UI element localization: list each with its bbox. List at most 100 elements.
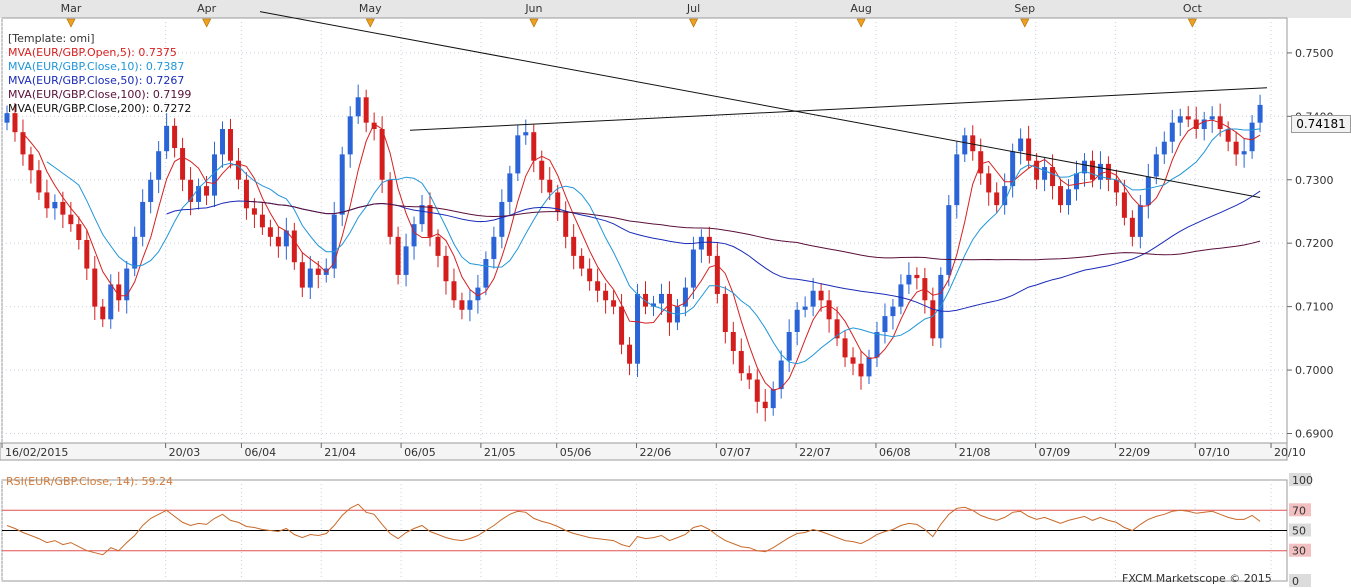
candle-body <box>595 281 601 291</box>
legend-mva100: MVA(EUR/GBP.Close,100): 0.7199 <box>8 88 192 101</box>
candle-body <box>1169 122 1175 142</box>
candle-body <box>1002 186 1008 206</box>
date-label-10: 06/08 <box>879 446 911 459</box>
rsi-level-label-3: 30 <box>1292 545 1306 558</box>
candle-body <box>124 268 130 301</box>
candle-body <box>499 201 505 237</box>
date-label-15: 20/10 <box>1274 446 1306 459</box>
y-label-2: 0.7100 <box>1295 301 1334 314</box>
candle-body <box>307 268 313 288</box>
candle-body <box>459 300 465 310</box>
candle-body <box>698 236 704 250</box>
candle-body <box>1113 179 1119 193</box>
candle-body <box>28 154 34 171</box>
y-label-1: 0.7000 <box>1295 364 1334 377</box>
candle-body <box>547 179 553 193</box>
candle-body <box>1137 205 1143 237</box>
candle-body <box>1089 160 1095 180</box>
legend-template: [Template: omi] <box>8 32 95 45</box>
month-marker-icon-3 <box>529 18 539 28</box>
candle-body <box>1042 167 1048 180</box>
date-label-2: 06/04 <box>244 446 276 459</box>
y-label-3: 0.7200 <box>1295 237 1334 250</box>
candle-body <box>818 290 824 301</box>
candle-body <box>611 300 617 307</box>
candle-body <box>180 148 186 180</box>
candle-body <box>68 214 74 225</box>
month-label-4: Jul <box>686 2 700 15</box>
month-marker-icon-6 <box>1020 18 1030 28</box>
legend-mva5: MVA(EUR/GBP.Open,5): 0.7375 <box>8 46 177 59</box>
candle-body <box>986 173 992 193</box>
candle-body <box>579 255 585 269</box>
rsi-level-label-4: 0 <box>1292 575 1299 588</box>
candle-body <box>363 97 369 123</box>
month-label-5: Aug <box>850 2 871 15</box>
candle-body <box>92 268 98 307</box>
mva5-line <box>22 119 1261 391</box>
candle-body <box>754 379 760 402</box>
date-label-0: 16/02/2015 <box>5 446 68 459</box>
candle-body <box>188 179 194 202</box>
candle-body <box>1241 151 1247 155</box>
candle-body <box>1018 138 1024 152</box>
candle-body <box>866 357 872 377</box>
month-marker-icon-0 <box>66 18 76 28</box>
candle-body <box>1121 192 1127 218</box>
candle-body <box>164 125 170 152</box>
y-label-4: 0.7300 <box>1295 174 1334 187</box>
y-label-0: 0.6900 <box>1295 427 1334 440</box>
date-label-9: 22/07 <box>799 446 831 459</box>
candle-body <box>914 274 920 279</box>
candle-body <box>36 170 42 193</box>
rsi-line <box>6 503 1261 556</box>
candle-body <box>156 151 162 180</box>
month-label-3: Jun <box>524 2 542 15</box>
candle-body <box>523 132 529 136</box>
date-label-11: 21/08 <box>959 446 991 459</box>
candle-body <box>834 319 840 339</box>
date-label-8: 07/07 <box>719 446 751 459</box>
candle-body <box>1145 176 1151 206</box>
candle-body <box>842 338 848 358</box>
candle-body <box>44 192 50 209</box>
candle-body <box>491 236 497 260</box>
rsi-level-box-1 <box>1289 503 1311 517</box>
candle-body <box>315 268 321 275</box>
month-marker-icon-4 <box>689 18 699 28</box>
candle-body <box>650 303 656 307</box>
candle-body <box>20 132 26 155</box>
candle-body <box>251 208 257 215</box>
date-label-6: 05/06 <box>560 446 592 459</box>
candle-body <box>235 160 241 180</box>
candle-body <box>371 122 377 130</box>
candle-body <box>1249 122 1255 152</box>
candle-body <box>978 151 984 174</box>
candle-body <box>1010 151 1016 187</box>
candle-body <box>730 331 736 352</box>
candle-body <box>778 360 784 390</box>
candle-body <box>267 227 273 237</box>
candle-body <box>1074 173 1080 190</box>
trend-line <box>409 87 1268 131</box>
candle-body <box>954 154 960 206</box>
candle-body <box>786 331 792 361</box>
legend-mva10: MVA(EUR/GBP.Close,10): 0.7387 <box>8 60 185 73</box>
candle-body <box>706 236 712 256</box>
candle-body <box>619 306 625 345</box>
candle-body <box>722 293 728 332</box>
candle-body <box>299 262 305 288</box>
date-label-14: 07/10 <box>1198 446 1230 459</box>
candle-body <box>411 224 417 247</box>
candle-body <box>403 246 409 275</box>
candle-body <box>204 186 210 196</box>
candle-body <box>467 300 473 310</box>
candle-body <box>1193 119 1199 130</box>
candle-body <box>810 290 816 307</box>
rsi-level-label-1: 70 <box>1292 504 1306 517</box>
candle-body <box>451 281 457 301</box>
month-bar <box>0 0 1351 18</box>
candle-body <box>132 236 138 269</box>
